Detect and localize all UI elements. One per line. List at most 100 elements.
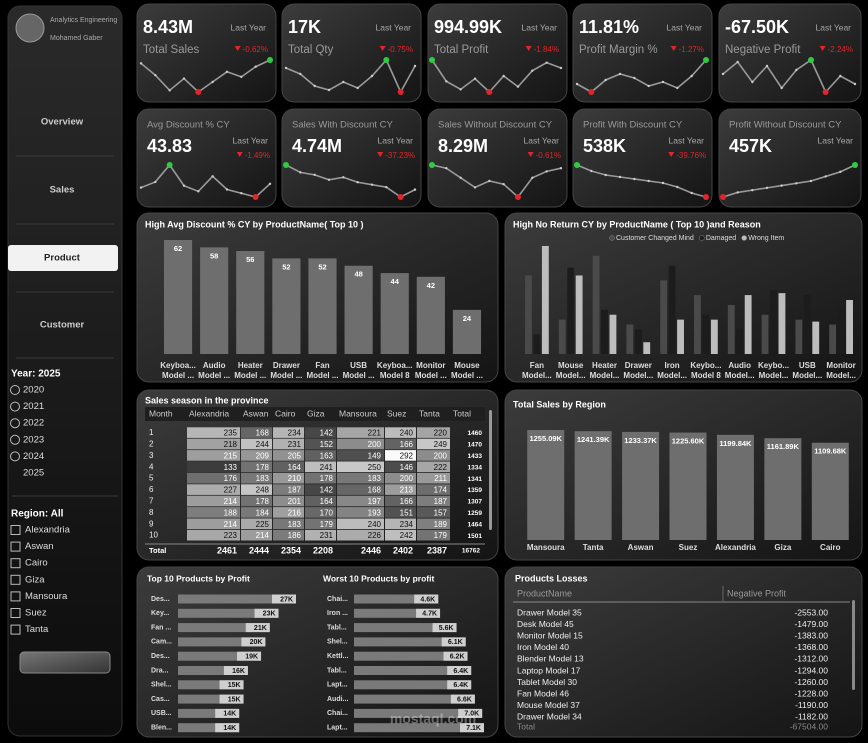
spark-point	[139, 62, 143, 65]
heat-cell	[273, 450, 304, 461]
kpi-value: 4.74M	[292, 136, 342, 156]
nav-item[interactable]: Product	[44, 253, 81, 264]
x-tick-label: Model...	[759, 371, 789, 380]
down-arrow	[527, 152, 534, 157]
product-name: Tablet Model 30	[517, 677, 577, 687]
total-value: 2444	[249, 545, 269, 555]
cell-value: 164	[320, 497, 334, 506]
year-option[interactable]: 2020	[23, 385, 44, 396]
kpi-value: 11.81%	[579, 17, 639, 37]
heat-cell	[187, 472, 240, 484]
radio[interactable]	[10, 385, 20, 395]
checkbox[interactable]	[10, 525, 21, 535]
total-label: Total	[149, 546, 166, 555]
heat-cell	[273, 427, 304, 438]
cell-value: 214	[224, 497, 238, 506]
radio[interactable]	[10, 434, 20, 445]
year-option[interactable]: 2023	[23, 434, 44, 445]
spark-point	[299, 171, 302, 174]
spark-point	[182, 184, 186, 187]
year-option[interactable]: 2024	[23, 451, 44, 462]
region-option[interactable]: Aswan	[25, 541, 54, 552]
region-option[interactable]: Alexandria	[25, 525, 71, 536]
table-title: Products Losses	[515, 573, 588, 583]
radio[interactable]	[10, 418, 20, 429]
x-tick-label: Model...	[522, 371, 552, 380]
x-tick-label: Model...	[826, 371, 856, 380]
spark-high	[267, 57, 273, 63]
row-header: 8	[149, 508, 154, 517]
spark-point	[225, 70, 229, 73]
total-value: 2208	[313, 545, 333, 555]
heat-cell	[417, 472, 450, 484]
cell-value: 200	[434, 451, 448, 460]
checkbox[interactable]	[10, 574, 21, 585]
checkbox[interactable]	[10, 541, 21, 552]
row-total: 1359	[468, 487, 483, 494]
data-label-bg	[241, 637, 266, 647]
y-tick-label: Des...	[151, 653, 170, 660]
region-option[interactable]: Mansoura	[25, 591, 68, 602]
bar	[761, 314, 769, 354]
cell-value: 179	[320, 520, 334, 529]
column-header: Cairo	[275, 408, 296, 418]
nav-active[interactable]	[8, 245, 118, 271]
spark-point	[853, 82, 857, 86]
spark-point	[604, 78, 607, 82]
region-option[interactable]: Tanta	[25, 624, 49, 635]
x-tick-label: Audio	[203, 361, 226, 370]
cell-value: 248	[256, 486, 270, 495]
year-option[interactable]: 2022	[23, 418, 44, 429]
nav-item[interactable]: Overview	[41, 117, 84, 128]
year-option[interactable]: 2021	[23, 401, 44, 412]
cell-value: 231	[320, 531, 334, 540]
radio[interactable]	[10, 401, 20, 412]
checkbox[interactable]	[10, 558, 21, 569]
region-option[interactable]: Giza	[25, 574, 45, 585]
region-option[interactable]: Suez	[25, 608, 47, 619]
reset-button[interactable]	[19, 651, 111, 674]
cell-value: 240	[400, 429, 414, 438]
spark-point	[240, 75, 243, 79]
cell-value: 133	[224, 463, 238, 472]
region-option[interactable]: Cairo	[25, 558, 48, 569]
checkbox[interactable]	[10, 591, 21, 602]
spark-low	[486, 89, 493, 95]
spark-point	[356, 181, 359, 184]
cell-value: 193	[368, 508, 382, 517]
heat-cell	[241, 484, 272, 495]
checkbox[interactable]	[10, 624, 21, 635]
kpi-value: 17K	[288, 17, 321, 37]
cell-value: 142	[320, 486, 334, 495]
cell-value: 168	[256, 429, 270, 438]
heat-cell	[273, 495, 304, 507]
spark-point	[445, 80, 448, 83]
heat-cell	[305, 472, 336, 484]
cell-value: 166	[400, 497, 414, 506]
cell-value: 183	[256, 474, 270, 483]
scrollbar[interactable]	[489, 410, 492, 530]
heat-cell	[417, 518, 450, 530]
year-option[interactable]: 2025	[23, 468, 44, 479]
spark-point	[168, 89, 171, 92]
spark-point	[154, 73, 157, 77]
scrollbar[interactable]	[852, 600, 855, 690]
spark-high	[852, 162, 858, 168]
radio[interactable]	[10, 451, 20, 462]
x-tick-label: Model ...	[234, 371, 266, 380]
nav-item[interactable]: Customer	[40, 320, 85, 331]
checkbox[interactable]	[10, 608, 21, 618]
cell-value: 164	[288, 463, 302, 472]
kpi-label: Total Profit	[434, 44, 489, 56]
cell-value: 183	[368, 474, 382, 483]
cell-value: 231	[288, 440, 302, 449]
bar	[354, 608, 441, 618]
heat-cell	[385, 461, 416, 473]
x-tick-label: Model ...	[415, 371, 447, 380]
total-value: 2387	[427, 545, 447, 555]
cell-value: 214	[256, 531, 270, 540]
kpi-value: 8.29M	[438, 136, 488, 156]
spark-low	[397, 89, 404, 95]
nav-item[interactable]: Sales	[50, 185, 75, 196]
bar	[803, 295, 811, 354]
